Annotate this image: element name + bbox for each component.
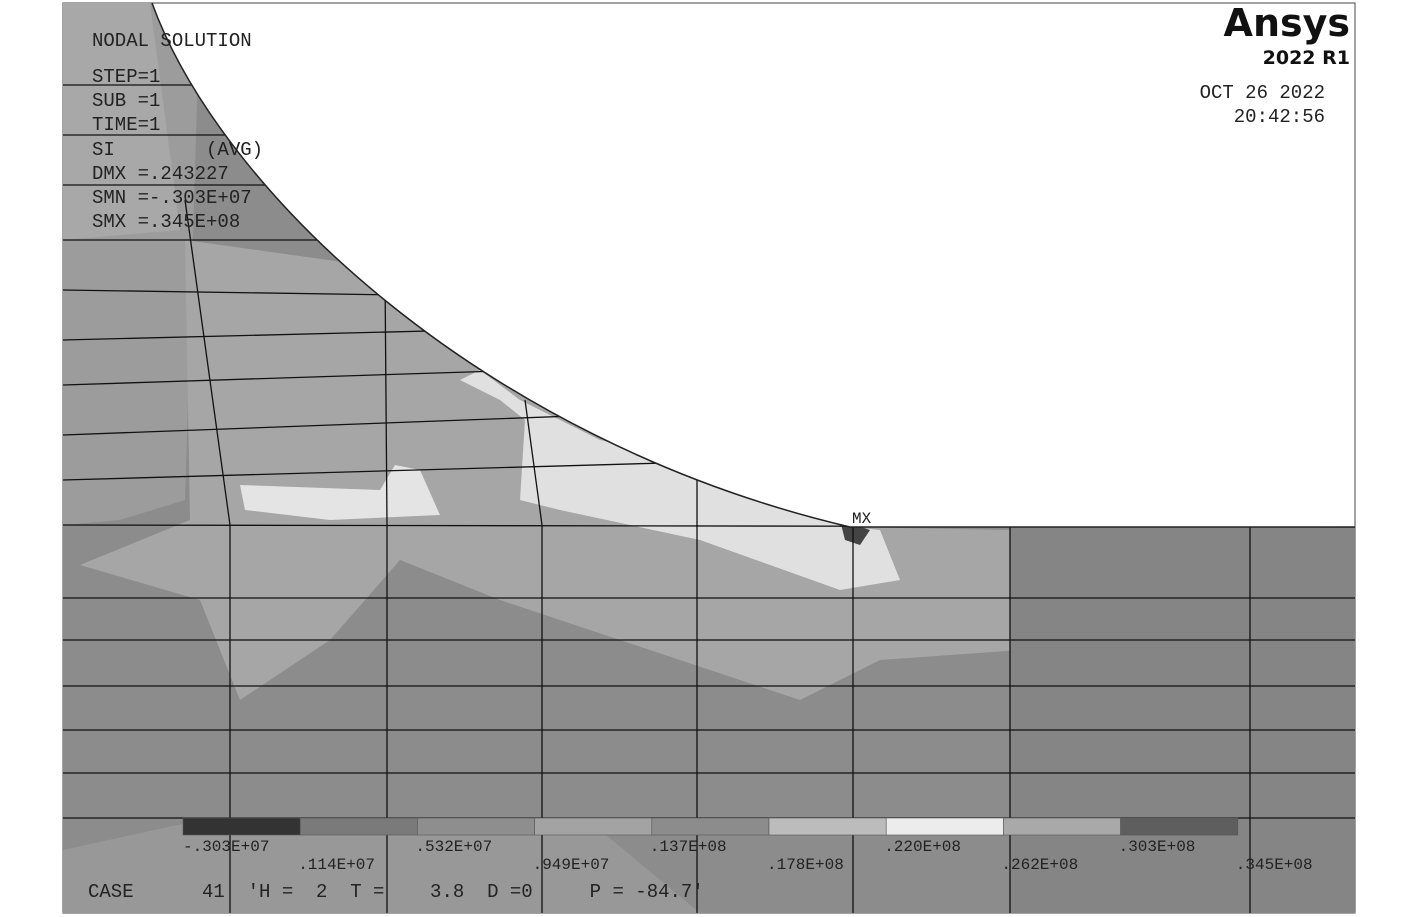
legend-swatch <box>651 817 770 836</box>
header-line: SUB =1 <box>92 90 160 112</box>
legend-label: .303E+08 <box>1119 838 1196 856</box>
version: 2022 R1 <box>1263 47 1350 69</box>
legend: -.303E+07 .114E+07 .532E+07 .949E+07 .137E+0… <box>182 817 1313 874</box>
time: 20:42:56 <box>1234 106 1325 128</box>
header-line: SI (AVG) <box>92 139 263 161</box>
logo: Ansys <box>1224 1 1350 45</box>
header-line: SMX =.345E+08 <box>92 211 240 233</box>
legend-label: .949E+07 <box>533 856 610 874</box>
header-line: TIME=1 <box>92 114 160 136</box>
legend-swatch <box>768 817 887 836</box>
legend-label: .178E+08 <box>767 856 844 874</box>
header-line: SMN =-.303E+07 <box>92 187 252 209</box>
legend-label: .137E+08 <box>650 838 727 856</box>
legend-label: .114E+07 <box>298 856 375 874</box>
header-line: STEP=1 <box>92 66 160 88</box>
header-line: DMX =.243227 <box>92 163 229 185</box>
legend-swatch <box>299 817 418 836</box>
legend-swatch <box>417 817 535 836</box>
legend-swatch <box>1003 817 1121 836</box>
legend-label: .262E+08 <box>1001 856 1078 874</box>
legend-label: .220E+08 <box>884 838 961 856</box>
legend-label: .345E+08 <box>1236 856 1313 874</box>
legend-swatch <box>534 817 653 836</box>
legend-label: .532E+07 <box>415 838 492 856</box>
date: OCT 26 2022 <box>1200 82 1325 104</box>
case-line: CASE 41 'H = 2 T = 3.8 D =0 P = -84.7' <box>88 881 704 903</box>
max-marker: MX <box>852 510 872 528</box>
legend-swatch <box>182 817 301 836</box>
boundary <box>151 2 1355 528</box>
legend-swatch <box>885 817 1004 836</box>
header-line: NODAL SOLUTION <box>92 30 252 52</box>
legend-swatch <box>1120 817 1239 836</box>
legend-label: -.303E+07 <box>183 838 269 856</box>
